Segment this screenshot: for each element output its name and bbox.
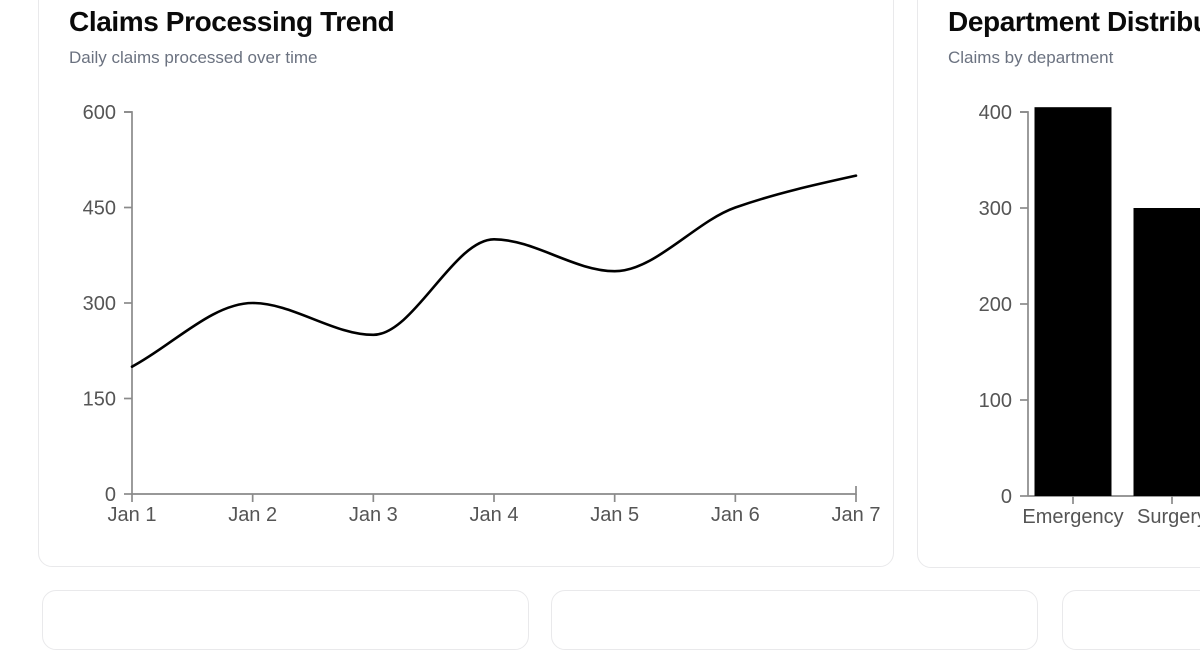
card-partial-bottom-left — [42, 590, 529, 650]
card-claims-trend: Claims Processing Trend Daily claims pro… — [38, 0, 894, 567]
chart-subtitle-departments: Claims by department — [948, 47, 1200, 69]
chart-title-claims: Claims Processing Trend — [69, 5, 863, 39]
card-partial-bottom-right — [1062, 590, 1200, 650]
chart-subtitle-claims: Daily claims processed over time — [69, 47, 863, 69]
chart-title-departments: Department Distribution — [948, 5, 1200, 39]
card-departments-header: Department Distribution Claims by depart… — [918, 0, 1200, 69]
card-partial-bottom-middle — [551, 590, 1038, 650]
card-department-distribution: Department Distribution Claims by depart… — [917, 0, 1200, 568]
card-claims-header: Claims Processing Trend Daily claims pro… — [39, 0, 893, 69]
